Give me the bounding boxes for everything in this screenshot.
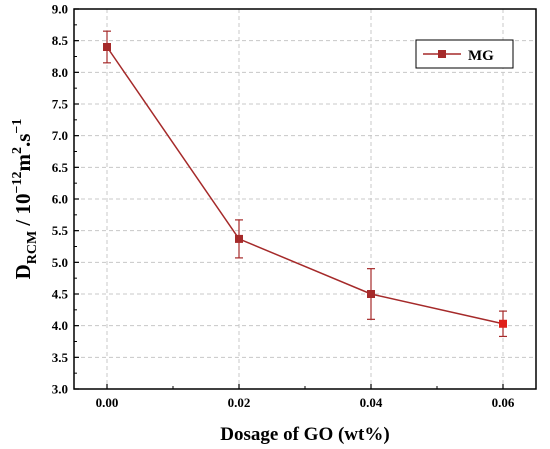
y-tick-label: 5.5 [52, 223, 69, 238]
y-tick-label: 5.0 [52, 255, 68, 270]
data-point [499, 319, 507, 328]
y-tick-label: 8.5 [52, 33, 69, 48]
y-tick-label: 8.0 [52, 65, 68, 80]
legend-label-mg: MG [468, 48, 494, 64]
x-axis-title: Dosage of GO (wt%) [220, 424, 389, 445]
y-tick-label: 3.5 [52, 350, 69, 365]
y-tick-label: 3.0 [52, 382, 68, 397]
x-tick-label: 0.02 [228, 395, 251, 410]
series-line [106, 46, 504, 325]
y-tick-label: 9.0 [52, 2, 68, 17]
data-point [103, 43, 111, 51]
x-tick-label: 0.00 [96, 395, 119, 410]
data-point [367, 290, 375, 298]
y-axis-title: DRCM / 10−12m2.s−1 [10, 119, 40, 280]
y-tick-label: 4.0 [52, 318, 68, 333]
x-tick-label: 0.04 [360, 395, 383, 410]
series-mg [103, 30, 507, 338]
y-tick-label: 7.0 [52, 128, 68, 143]
legend: MG [415, 39, 514, 69]
y-tick-label: 6.0 [52, 192, 68, 207]
data-point [235, 234, 243, 243]
y-tick-label: 4.5 [52, 287, 69, 302]
axis-ticks: 3.0 3.5 4.0 4.5 5.0 5.5 6.0 6.5 7.0 7.5 8.0 8.5 9.0 0… [52, 2, 515, 411]
y-tick-label: 7.5 [52, 97, 69, 112]
legend-marker [438, 50, 446, 58]
gridlines [74, 9, 536, 389]
y-tick-label: 6.5 [52, 160, 69, 175]
x-tick-label: 0.06 [492, 395, 515, 410]
